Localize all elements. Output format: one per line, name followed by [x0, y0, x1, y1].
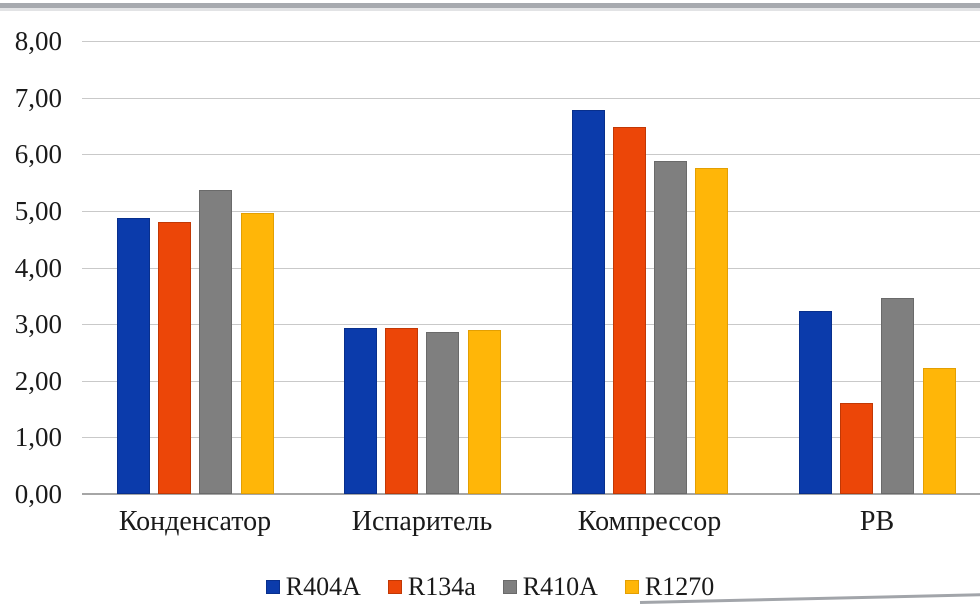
- gridline: [82, 437, 980, 439]
- legend-item-r1270: R1270: [624, 572, 715, 601]
- bar-r410a-1: [426, 332, 460, 494]
- gridline: [82, 41, 980, 43]
- legend-label: R1270: [644, 572, 715, 601]
- bar-r410a-0: [199, 190, 233, 494]
- x-category-label: РВ: [859, 506, 895, 537]
- y-tick-label: 5,00: [14, 196, 62, 226]
- legend-label: R410A: [522, 572, 598, 601]
- bar-r134a-0: [158, 222, 192, 494]
- y-tick-label: 6,00: [14, 139, 62, 170]
- gridline: [82, 267, 980, 269]
- legend-label: R404A: [285, 572, 361, 601]
- page-top-border-shadow: [0, 8, 980, 11]
- legend-item-r404a: R404A: [265, 572, 361, 601]
- y-tick-label: 7,00: [14, 82, 62, 113]
- x-axis-line: [82, 493, 980, 495]
- bar-r404a-1: [344, 328, 377, 494]
- bar-r404a-2: [571, 110, 605, 494]
- legend-label: R134a: [407, 572, 476, 601]
- legend-item-r134a: R134a: [387, 572, 476, 601]
- bar-r410a-2: [653, 161, 687, 494]
- gridline: [82, 154, 980, 156]
- bar-r1270-3: [922, 368, 956, 494]
- y-tick-label: 4,00: [14, 252, 62, 283]
- y-tick-label: 8,00: [14, 26, 62, 57]
- bar-r404a-3: [799, 311, 832, 494]
- x-category-label: Компрессор: [577, 506, 722, 537]
- bar-r1270-1: [467, 330, 501, 494]
- legend-swatch-icon: [387, 580, 402, 594]
- gridline: [82, 97, 980, 99]
- legend-swatch-icon: [265, 580, 280, 594]
- x-category-label: Конденсатор: [118, 506, 272, 537]
- bar-r1270-2: [695, 168, 729, 494]
- x-category-label: Испаритель: [351, 506, 493, 537]
- y-tick-label: 2,00: [14, 365, 62, 396]
- y-tick-label: 0,00: [14, 479, 62, 509]
- legend-item-r410a: R410A: [502, 572, 598, 601]
- bar-r134a-1: [385, 328, 419, 494]
- y-tick-label: 1,00: [14, 422, 62, 453]
- bar-r1270-0: [240, 213, 274, 494]
- gridline: [82, 211, 980, 212]
- legend-swatch-icon: [502, 580, 517, 594]
- bar-r404a-0: [117, 218, 150, 494]
- chart-legend: R404A R134a R410A R1270: [0, 574, 980, 600]
- legend-swatch-icon: [624, 580, 639, 594]
- bar-r134a-2: [612, 127, 646, 494]
- gridline: [82, 324, 980, 326]
- y-tick-label: 3,00: [14, 309, 62, 340]
- gridline: [82, 380, 980, 382]
- bar-r410a-3: [881, 298, 915, 494]
- bar-r134a-3: [840, 403, 874, 494]
- page-top-border-line: [0, 3, 980, 8]
